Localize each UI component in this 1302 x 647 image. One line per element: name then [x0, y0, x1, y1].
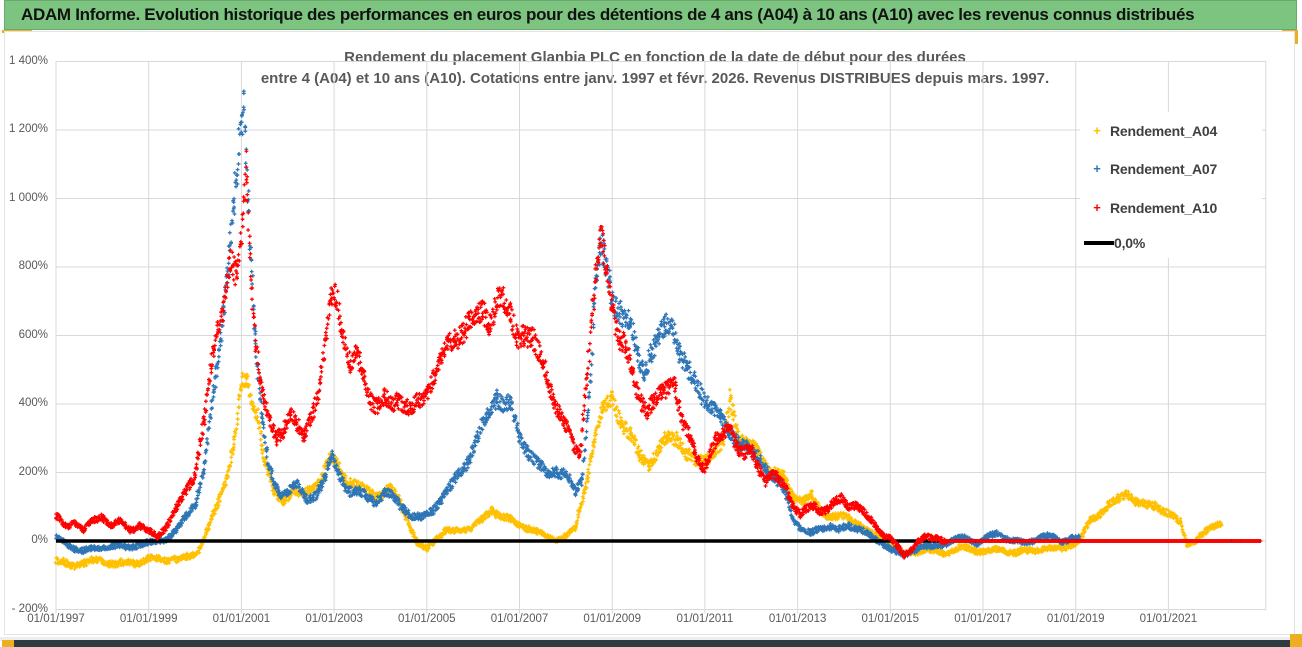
plus-marker-icon: + [1093, 200, 1101, 215]
x-tick-label: 01/01/2011 [676, 613, 734, 625]
x-tick-label: 01/01/2013 [768, 613, 827, 625]
x-tick-label: 01/01/2001 [212, 613, 271, 625]
y-tick-label: 1 000% [8, 191, 48, 204]
gold-accent-bottom-right [1290, 634, 1302, 647]
x-tick-label: 01/01/2007 [490, 613, 549, 625]
plus-marker-icon: + [1093, 161, 1101, 176]
x-tick-label: 01/01/2009 [583, 613, 641, 625]
line-marker-icon [1084, 241, 1114, 245]
legend-item-rendement-a07: + Rendement_A07 [1084, 160, 1217, 178]
y-tick-label: 200% [18, 465, 48, 478]
chart-title: Rendement du placement Glanbia PLC en fo… [180, 47, 1130, 89]
x-tick-label: 01/01/2005 [398, 613, 456, 625]
x-tick-label: 01/01/2015 [861, 613, 920, 625]
legend-item-rendement-a10: + Rendement_A10 [1084, 199, 1217, 217]
legend-item-rendement-a04: + Rendement_A04 [1084, 122, 1217, 140]
legend-label: Rendement_A04 [1110, 123, 1218, 139]
chart-title-line1: Rendement du placement Glanbia PLC en fo… [344, 49, 966, 66]
legend-label: Rendement_A07 [1110, 161, 1218, 177]
y-tick-label: 0% [31, 534, 48, 546]
gold-accent-top-right-v [1293, 30, 1298, 44]
x-tick-label: 01/01/2017 [954, 613, 1012, 625]
y-tick-label: 600% [18, 328, 48, 341]
header-title: ADAM Informe. Evolution historique des p… [21, 5, 1195, 24]
legend-label: Rendement_A10 [1110, 200, 1218, 216]
y-tick-label: 400% [18, 397, 48, 409]
legend: + Rendement_A04 + Rendement_A07 + Rendem… [1080, 112, 1262, 258]
x-tick-label: 01/01/2003 [305, 613, 363, 625]
y-tick-label: 1 200% [8, 123, 48, 135]
y-tick-label: 800% [18, 260, 48, 272]
x-tick-label: 01/01/1997 [27, 613, 85, 625]
bottom-strip [0, 637, 1302, 641]
legend-label: 0,0% [1114, 235, 1146, 251]
bottom-scrollbar[interactable] [14, 640, 1290, 647]
y-tick-label: - 200% [11, 602, 48, 615]
gold-accent-bottom-left [2, 640, 14, 647]
x-tick-label: 01/01/2019 [1046, 613, 1105, 625]
plus-marker-icon: + [1093, 123, 1101, 138]
x-tick-label: 01/01/1999 [119, 613, 178, 625]
y-tick-label: 1 400% [8, 54, 48, 67]
x-tick-label: 01/01/2021 [1139, 613, 1198, 625]
legend-item-zero-line: 0,0% [1084, 234, 1145, 252]
chart-title-line2: entre 4 (A04) et 10 ans (A10). Cotations… [260, 70, 1050, 87]
header-bar: ADAM Informe. Evolution historique des p… [4, 0, 1297, 30]
